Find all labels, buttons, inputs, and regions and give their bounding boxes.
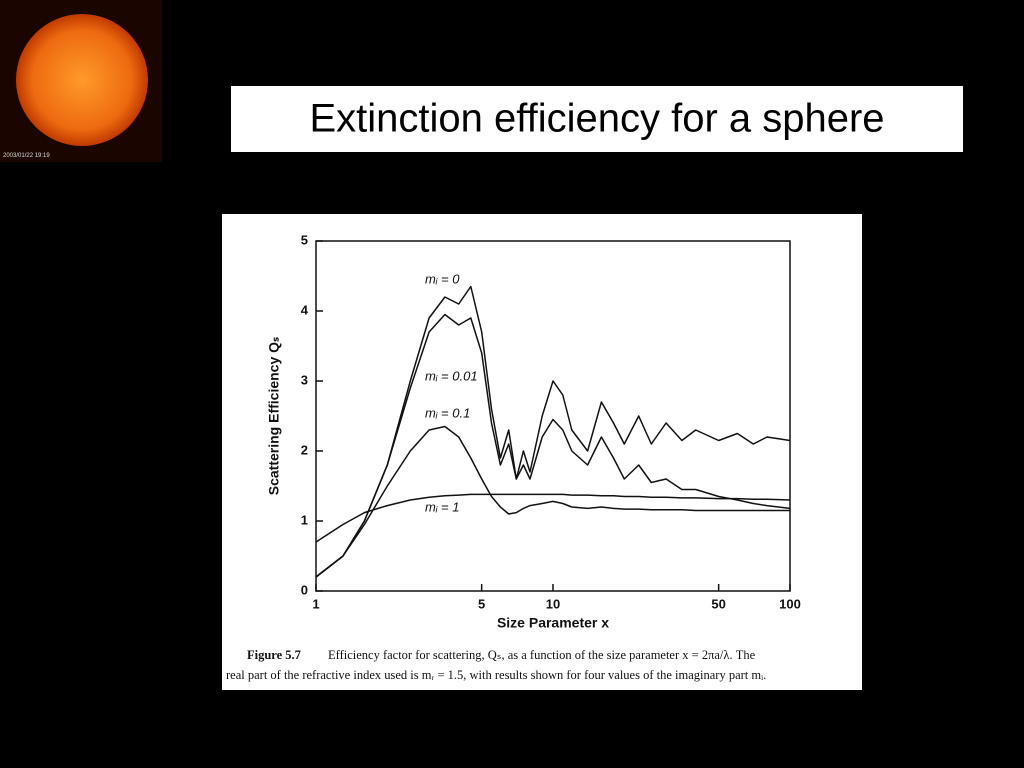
y-tick-label: 4 <box>301 302 309 317</box>
y-tick-label: 3 <box>301 372 308 387</box>
x-tick-label: 10 <box>546 596 560 611</box>
series-line <box>315 493 791 543</box>
series-label: mᵢ = 0.1 <box>425 405 470 420</box>
y-tick-label: 1 <box>301 512 308 527</box>
y-tick-label: 0 <box>301 582 308 597</box>
y-tick-label: 5 <box>301 232 308 247</box>
x-tick-label: 1 <box>312 596 319 611</box>
series-line <box>315 285 791 578</box>
caption-line: real part of the refractive index used i… <box>226 668 766 682</box>
x-tick-label: 5 <box>478 596 485 611</box>
x-tick-label: 100 <box>779 596 801 611</box>
series-label: mᵢ = 0 <box>425 271 460 286</box>
series-label: mᵢ = 1 <box>425 499 460 514</box>
series-line <box>315 425 790 578</box>
x-tick-label: 50 <box>711 596 725 611</box>
caption-label: Figure 5.7 <box>247 648 301 662</box>
series-label: mᵢ = 0.01 <box>425 368 478 383</box>
x-axis-label: Size Parameter x <box>497 615 609 631</box>
caption-line: Efficiency factor for scattering, Qₛ, as… <box>328 648 756 662</box>
series-line <box>315 313 791 578</box>
title-box <box>231 86 963 152</box>
sun-timestamp: 2003/01/22 19:19 <box>3 153 50 159</box>
y-tick-label: 2 <box>301 442 308 457</box>
sun <box>16 14 148 146</box>
figure-panel <box>222 214 862 690</box>
slide-title: Extinction efficiency for a sphere <box>309 97 884 141</box>
y-axis-label: Scattering Efficiency Qₛ <box>266 337 282 496</box>
